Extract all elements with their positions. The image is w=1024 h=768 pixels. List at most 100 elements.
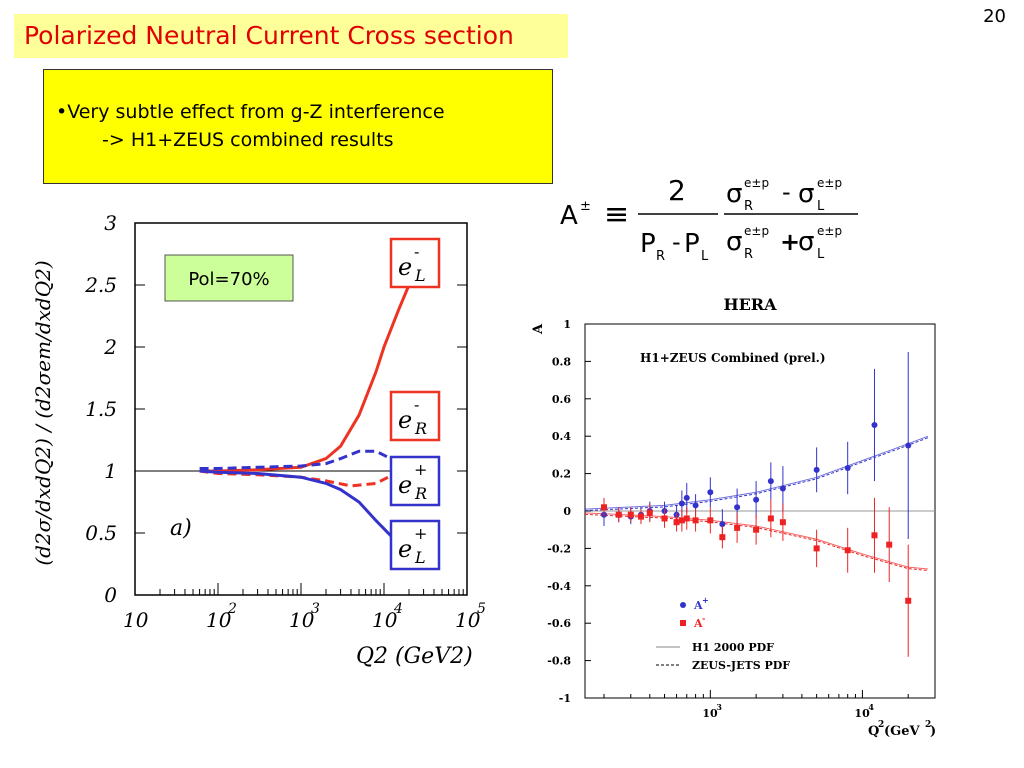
formula-den-plus: + <box>780 228 800 256</box>
data-point-A+ <box>683 494 690 501</box>
label-e-minus-R-sup: - <box>414 395 419 414</box>
label-box-e-minus-L <box>389 237 441 289</box>
right-x-label-unit-sup: 2 <box>925 720 931 730</box>
right-y-tick-label: -0.6 <box>547 617 571 630</box>
slide-title: Polarized Neutral Current Cross section <box>24 21 514 50</box>
legend-label-h1: H1 2000 PDF <box>692 641 774 654</box>
left-y-tick-label: 1 <box>104 459 117 483</box>
data-point-A+ <box>753 496 760 503</box>
data-point-A- <box>905 597 912 604</box>
legend-sup-a-minus: - <box>702 613 705 623</box>
bullet-line-2: -> H1+ZEUS combined results <box>102 129 394 151</box>
left-x-tick-exp: 5 <box>477 601 486 617</box>
data-point-A- <box>673 519 680 526</box>
data-point-A+ <box>844 464 851 471</box>
formula-sigma-3: σ <box>726 227 742 257</box>
right-y-tick-label: 0.6 <box>552 393 571 406</box>
left-x-tick-exp: 4 <box>393 601 403 617</box>
legend-marker-a-plus <box>680 602 686 608</box>
left-y-tick-label: 0.5 <box>85 521 117 545</box>
right-inner-title: H1+ZEUS Combined (prel.) <box>640 351 826 365</box>
right-y-tick-label: 1 <box>563 318 571 331</box>
right-x-label-sup: 2 <box>878 720 884 730</box>
formula-pl: P <box>684 229 700 259</box>
formula-sub-2: L <box>817 199 825 214</box>
right-x-label-q: Q <box>868 724 879 739</box>
label-e-plus-L-sup: + <box>414 524 427 543</box>
data-point-A- <box>719 534 726 541</box>
left-x-tick-label: 10 <box>289 608 315 632</box>
formula-sup-3: e±p <box>744 224 769 238</box>
data-point-A+ <box>813 466 820 473</box>
right-y-tick-label: -0.2 <box>547 542 571 555</box>
left-x-tick-exp: 2 <box>227 601 237 617</box>
label-e-minus-L-main: e <box>398 253 412 281</box>
label-e-minus-L-sub: L <box>414 266 426 285</box>
right-y-tick-label: 0 <box>563 505 571 518</box>
left-series-e+R <box>199 449 392 470</box>
left-x-tick-exp: 3 <box>311 601 320 617</box>
data-point-A- <box>871 532 878 539</box>
data-point-A- <box>767 515 774 522</box>
right-x-label-close: ) <box>930 724 936 739</box>
asymmetry-formula: A ± ≡ 2 P R - P L σ e±p R - σ e±p L σ e±… <box>560 174 858 264</box>
bullet-line-1: •Very subtle effect from g-Z interferenc… <box>56 101 445 123</box>
data-point-A- <box>678 517 685 524</box>
left-x-tick-label: 10 <box>372 608 398 632</box>
panel-annotation: a) <box>170 516 192 541</box>
right-legend: A + A - H1 2000 PDF ZEUS-JETS PDF <box>656 595 790 672</box>
data-point-A- <box>683 515 690 522</box>
left-y-axis-label: (d2σ/dxdQ2) / (d2σem/dxdQ2) <box>31 260 55 565</box>
right-chart-title: HERA <box>723 295 777 314</box>
formula-den-minus: - <box>672 228 681 256</box>
data-point-A- <box>646 509 653 516</box>
right-x-label-unit: (GeV <box>884 724 921 739</box>
label-e-plus-R: e + R <box>389 455 441 507</box>
formula-sigma-1: σ <box>726 179 742 209</box>
data-point-A+ <box>692 502 699 509</box>
right-x-tick-label: 10 <box>854 707 870 720</box>
formula-sup-1: e±p <box>744 176 769 190</box>
label-box-e-plus-R <box>389 455 441 507</box>
data-point-A- <box>779 519 786 526</box>
right-x-tick-exp: 3 <box>716 702 722 712</box>
pdf-curve-upper-solid <box>584 435 929 510</box>
data-point-A+ <box>707 489 714 496</box>
left-y-tick-label: 0 <box>104 583 117 607</box>
right-y-tick-label: 0.4 <box>552 430 571 443</box>
data-point-A+ <box>678 500 685 507</box>
data-point-A+ <box>734 504 741 511</box>
data-point-A+ <box>779 485 786 492</box>
data-point-A- <box>886 541 893 548</box>
formula-sup-2: e±p <box>817 176 842 190</box>
label-e-minus-L: e - L <box>389 237 441 289</box>
formula-sub-4: L <box>817 247 825 262</box>
left-series-e+L <box>199 469 410 550</box>
label-e-minus-R: e - R <box>389 390 441 442</box>
right-x-tick-label: 10 <box>702 707 718 720</box>
formula-sup-4: e±p <box>817 224 842 238</box>
formula-pr-sub: R <box>656 249 665 264</box>
bullet-box: •Very subtle effect from g-Z interferenc… <box>43 69 553 184</box>
hera-asymmetry-chart: HERA H1+ZEUS Combined (prel.) - 1 -0.8 -0.6… <box>531 295 936 739</box>
right-y-tick-label: 0.2 <box>552 468 571 481</box>
label-e-minus-R-sub: R <box>414 419 427 438</box>
legend-label-a-minus: A <box>693 617 703 630</box>
label-e-plus-L: e + L <box>389 519 441 571</box>
formula-sigma-4: σ <box>798 227 814 257</box>
formula-equiv: ≡ <box>604 197 629 232</box>
data-point-A- <box>601 504 608 511</box>
right-y-tick-label: -0.8 <box>547 655 571 668</box>
data-point-A- <box>734 524 741 531</box>
label-e-plus-R-main: e <box>398 471 412 499</box>
left-x-axis-label: Q2 (GeV2) <box>356 644 473 669</box>
formula-pl-sub: L <box>701 249 709 264</box>
left-y-tick-label: 3 <box>104 211 117 235</box>
title-banner: Polarized Neutral Current Cross section <box>14 14 568 58</box>
right-x-tick-exp: 4 <box>868 702 874 712</box>
label-e-plus-R-sup: + <box>414 460 427 479</box>
pdf-curve-lower-dashed <box>584 513 929 571</box>
data-point-A- <box>661 515 668 522</box>
left-y-tick-label: 2.5 <box>84 273 117 297</box>
label-e-minus-R-main: e <box>398 406 412 434</box>
